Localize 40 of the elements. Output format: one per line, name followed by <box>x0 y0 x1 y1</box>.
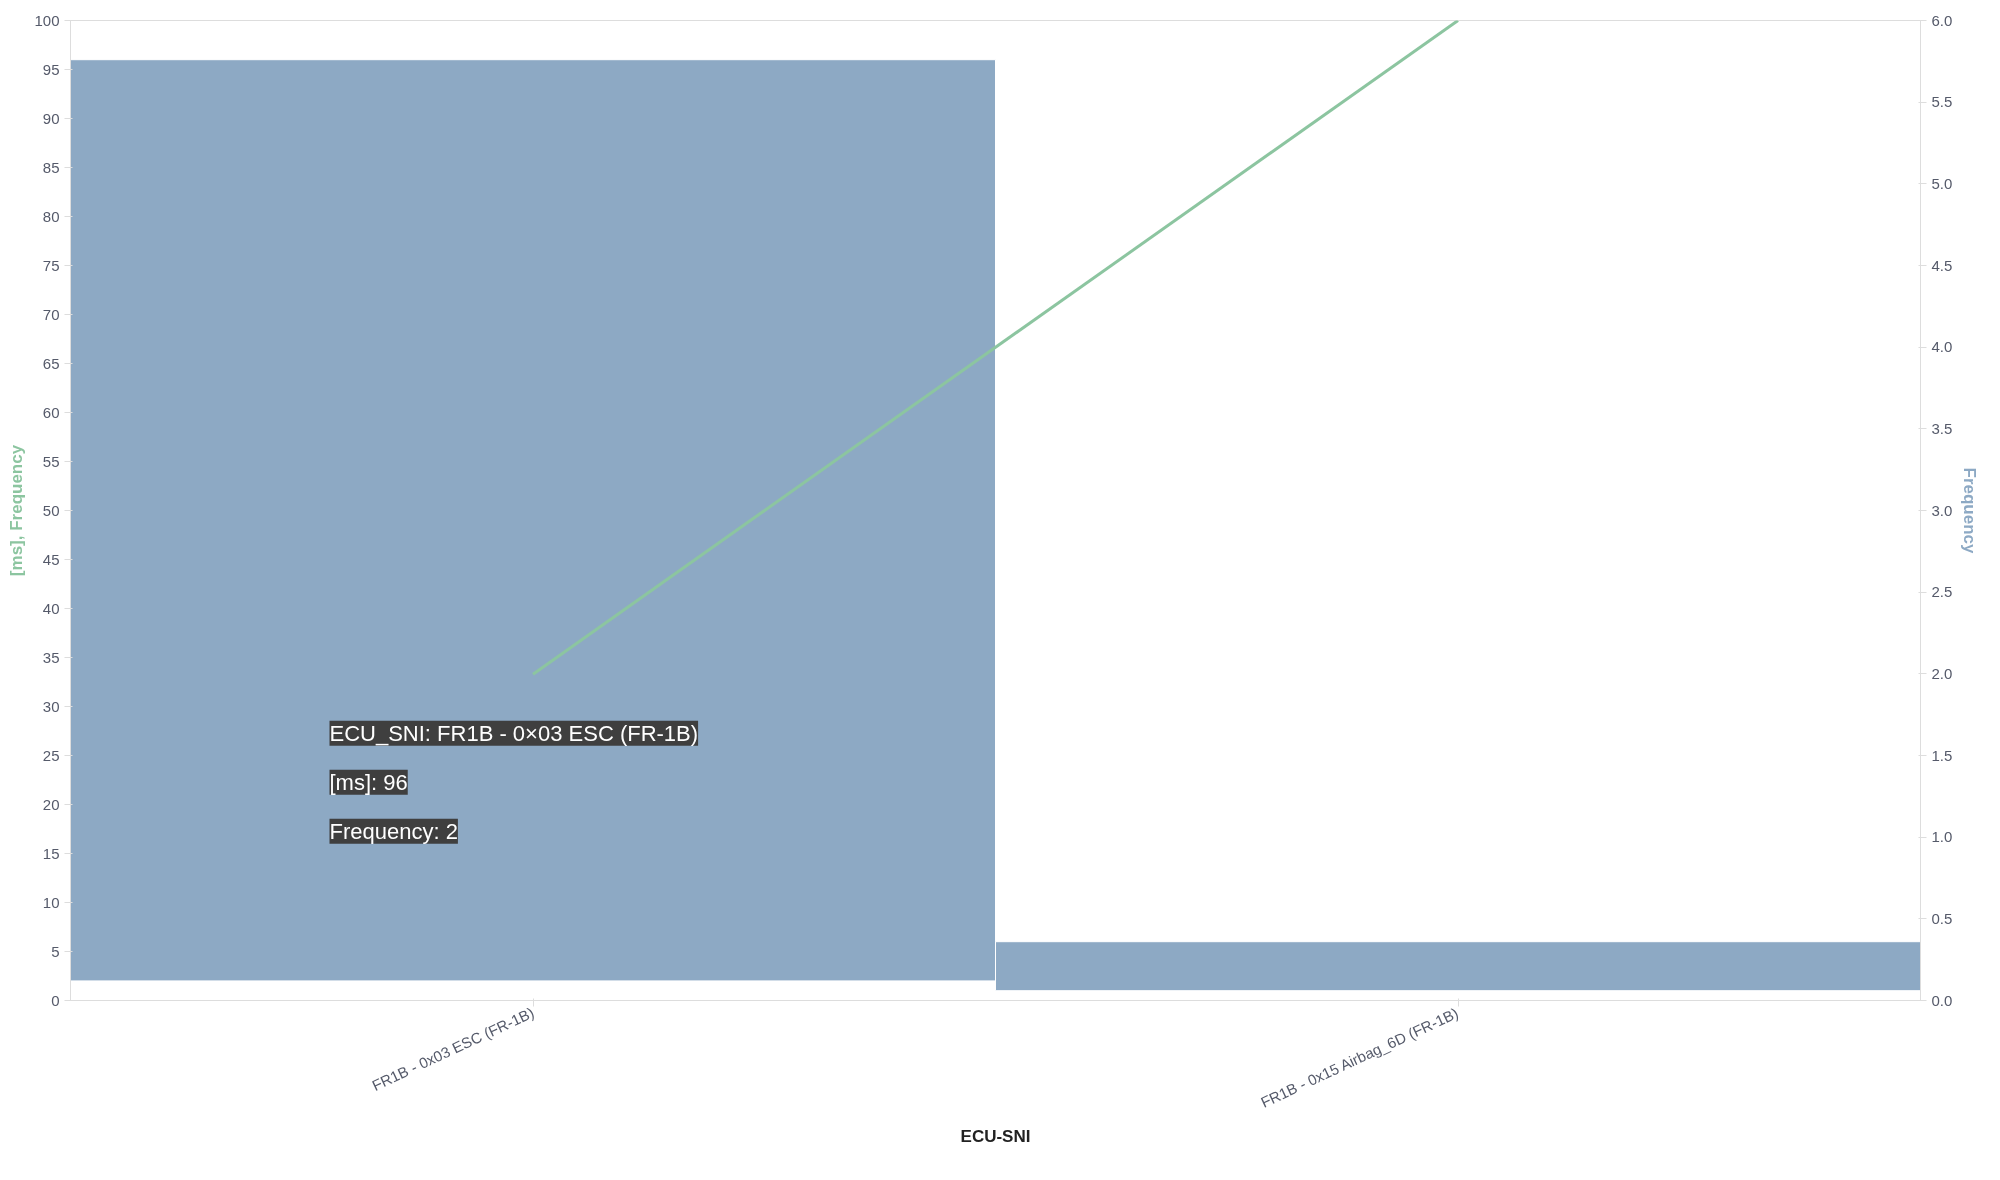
y-tick-label: 75 <box>42 256 60 274</box>
y-tick-label: 15 <box>42 844 60 862</box>
y-tick-label: 0 <box>51 991 60 1009</box>
y-tick-label: 30 <box>42 697 60 715</box>
y-tick-label: 40 <box>42 599 60 617</box>
y2-tick-label: 5.0 <box>1931 174 1953 192</box>
y-tick-label: 35 <box>42 648 60 666</box>
y-tick-label: 50 <box>42 501 60 519</box>
y2-tick-label: 0.5 <box>1931 909 1953 927</box>
annotation: Frequency: 2 <box>329 818 458 844</box>
y2-tick-label: 5.5 <box>1931 93 1953 111</box>
y-tick-label: 55 <box>42 452 60 470</box>
y2-axis-title: Frequency <box>1960 467 1980 555</box>
y-tick-label: 25 <box>42 746 60 764</box>
y-tick-label: 20 <box>42 795 60 813</box>
y-tick-label: 5 <box>51 942 60 960</box>
y2-tick-label: 3.0 <box>1931 501 1953 519</box>
y-tick-label: 70 <box>42 305 60 323</box>
y-tick-label: 90 <box>42 109 60 127</box>
y-tick-label: 10 <box>42 893 60 911</box>
y-tick-label: 45 <box>42 550 60 568</box>
y2-tick-label: 1.5 <box>1931 746 1953 764</box>
y2-tick-label: 4.0 <box>1931 338 1953 356</box>
y2-tick-label: 2.5 <box>1931 583 1953 601</box>
y-tick-label: 65 <box>42 354 60 372</box>
y2-tick-label: 0.0 <box>1931 991 1953 1009</box>
y2-tick-label: 1.0 <box>1931 828 1953 846</box>
y2-tick-label: 2.0 <box>1931 664 1953 682</box>
annotation: [ms]: 96 <box>329 769 408 795</box>
y2-tick-label: 4.5 <box>1931 256 1953 274</box>
y-tick-label: 80 <box>42 207 60 225</box>
y2-tick-label: 6.0 <box>1931 11 1953 29</box>
y-tick-label: 85 <box>42 158 60 176</box>
y-tick-label: 100 <box>34 11 60 29</box>
y-tick-label: 60 <box>42 403 60 421</box>
annotation: ECU_SNI: FR1B - 0×03 ESC (FR-1B) <box>329 720 699 746</box>
x-axis-title: ECU-SNI <box>960 1126 1031 1146</box>
y-axis-title: [ms], Frequency <box>7 444 27 577</box>
y-tick-label: 95 <box>42 60 60 78</box>
y2-tick-label: 3.5 <box>1931 419 1953 437</box>
